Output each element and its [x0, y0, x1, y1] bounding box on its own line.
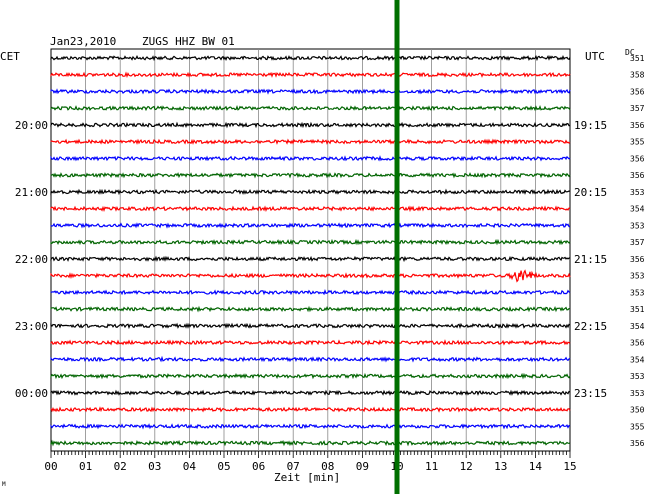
- dc-value: 354: [630, 205, 645, 214]
- utc-hour-labels: 19:15 20:15 21:15 22:15 23:15: [574, 119, 607, 400]
- utc-hour-label: 22:15: [574, 320, 607, 333]
- dc-value: 356: [630, 439, 645, 448]
- date-label: Jan23,2010: [50, 35, 116, 48]
- trace-16: [50, 305, 571, 313]
- utc-label: UTC: [585, 50, 605, 63]
- trace-9: [50, 188, 571, 196]
- dc-value: 357: [630, 104, 645, 113]
- utc-hour-label: 23:15: [574, 387, 607, 400]
- trace-19: [50, 355, 571, 363]
- x-tick-label: 04: [183, 460, 197, 473]
- x-tick-label: 08: [321, 460, 334, 473]
- dc-value: 353: [630, 288, 645, 297]
- x-axis: 00010203040506070809101112131415: [44, 451, 577, 473]
- trace-5: [50, 121, 570, 129]
- trace-15: [50, 288, 571, 296]
- trace-18: [50, 339, 571, 346]
- current-time-marker: [394, 0, 400, 494]
- trace-21: [50, 389, 571, 396]
- dc-value: 350: [630, 406, 645, 415]
- cet-hour-label: 20:00: [15, 119, 48, 132]
- dc-value: 356: [630, 255, 645, 264]
- trace-14: [50, 269, 571, 283]
- dc-value: 356: [630, 171, 645, 180]
- footer-mark: M: [2, 481, 6, 488]
- trace-22: [50, 406, 571, 413]
- dc-value: 354: [630, 355, 645, 364]
- dc-value: 353: [630, 372, 645, 381]
- dc-value: 351: [630, 305, 645, 314]
- dc-value: 356: [630, 339, 645, 348]
- trace-12: [50, 238, 571, 246]
- seismic-traces: [50, 55, 571, 447]
- trace-3: [50, 88, 571, 95]
- dc-value: 356: [630, 154, 645, 163]
- dc-value: 354: [630, 322, 645, 331]
- dc-values: 351 358 356 357 356 355 356 356 353 354 353 357 356 3…: [630, 54, 645, 448]
- x-axis-label: Zeit [min]: [274, 471, 340, 484]
- utc-hour-label: 21:15: [574, 253, 607, 266]
- trace-6: [50, 138, 571, 145]
- x-tick-label: 01: [79, 460, 92, 473]
- cet-label: CET: [0, 50, 20, 63]
- trace-4: [50, 104, 571, 112]
- trace-24: [50, 439, 571, 447]
- dc-value: 353: [630, 272, 645, 281]
- x-tick-label: 14: [529, 460, 543, 473]
- x-tick-label: 05: [217, 460, 230, 473]
- utc-hour-label: 19:15: [574, 119, 607, 132]
- dc-value: 358: [630, 71, 645, 80]
- x-tick-label: 06: [252, 460, 265, 473]
- dc-value: 356: [630, 87, 645, 96]
- trace-11: [50, 222, 571, 229]
- dc-value: 353: [630, 221, 645, 230]
- trace-10: [50, 205, 571, 213]
- x-tick-label: 12: [460, 460, 473, 473]
- dc-value: 356: [630, 121, 645, 130]
- trace-1: [50, 55, 571, 62]
- trace-2: [50, 71, 571, 79]
- cet-hour-label: 00:00: [15, 387, 48, 400]
- utc-hour-label: 20:15: [574, 186, 607, 199]
- dc-header: DC: [625, 48, 635, 57]
- trace-7: [50, 155, 571, 162]
- station-label: ZUGS HHZ BW 01: [142, 35, 235, 48]
- cet-hour-label: 22:00: [15, 253, 48, 266]
- trace-8: [50, 172, 571, 179]
- dc-value: 353: [630, 389, 645, 398]
- dc-value: 357: [630, 238, 645, 247]
- cet-hour-labels: 20:00 21:00 22:00 23:00 00:00: [15, 119, 48, 400]
- trace-23: [50, 423, 571, 430]
- dc-value: 351: [630, 54, 645, 63]
- cet-hour-label: 21:00: [15, 186, 48, 199]
- x-tick-label: 07: [287, 460, 300, 473]
- dc-value: 355: [630, 138, 645, 147]
- x-tick-label: 00: [44, 460, 57, 473]
- trace-17: [50, 322, 571, 330]
- trace-13: [50, 255, 571, 263]
- x-tick-label: 13: [494, 460, 507, 473]
- x-tick-label: 15: [563, 460, 576, 473]
- dc-value: 353: [630, 188, 645, 197]
- x-tick-label: 03: [148, 460, 161, 473]
- x-tick-label: 11: [425, 460, 438, 473]
- cet-hour-label: 23:00: [15, 320, 48, 333]
- dc-value: 355: [630, 422, 645, 431]
- x-tick-label: 09: [356, 460, 369, 473]
- x-tick-label: 02: [114, 460, 127, 473]
- trace-20: [50, 372, 571, 380]
